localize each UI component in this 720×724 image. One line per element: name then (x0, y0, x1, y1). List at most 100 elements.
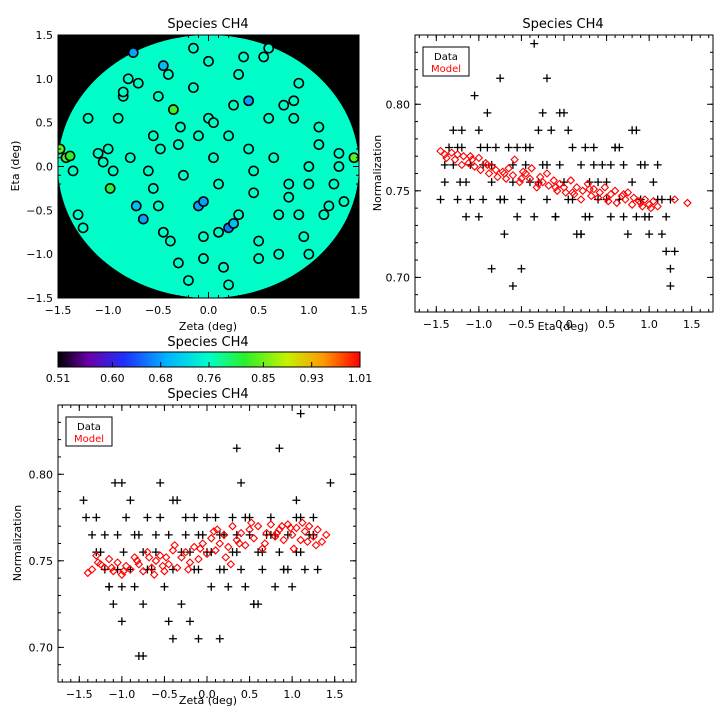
data-plus-marker (628, 178, 637, 187)
data-plus-marker (466, 195, 475, 204)
model-diamond-marker (232, 535, 242, 545)
data-plus-marker (113, 530, 122, 539)
data-plus-marker (585, 212, 594, 221)
measurement-circle (298, 231, 310, 243)
data-plus-marker (245, 530, 254, 539)
measurement-circle (288, 112, 300, 124)
model-diamond-marker (447, 148, 456, 158)
model-diamond-marker (185, 558, 195, 567)
measurement-circle (273, 209, 285, 221)
measurement-circle (198, 253, 209, 264)
measurement-circle (130, 200, 142, 212)
measurement-circle (203, 55, 214, 67)
colorbar-tick-label: 0.51 (46, 372, 71, 385)
eta-x-tick-label: 0.0 (555, 318, 573, 331)
model-diamond-marker (508, 170, 518, 180)
model-diamond-marker (636, 198, 645, 208)
data-plus-marker (457, 126, 466, 135)
model-diamond-marker (640, 195, 650, 204)
data-plus-marker (228, 548, 237, 557)
model-diamond-marker (683, 198, 692, 208)
measurement-circle (293, 77, 305, 89)
model-diamond-marker (534, 179, 543, 189)
zeta-x-tick-label: −0.5 (151, 688, 178, 701)
measurement-circle (198, 231, 209, 243)
model-diamond-marker (87, 565, 97, 574)
measurement-circle (303, 248, 315, 260)
data-plus-marker (449, 126, 458, 135)
model-diamond-marker (272, 528, 282, 538)
measurement-circle (238, 51, 250, 63)
measurement-circle (243, 143, 255, 155)
measurement-circle (188, 82, 199, 93)
model-diamond-marker (104, 554, 114, 564)
data-plus-marker (79, 496, 88, 505)
model-diamond-marker (296, 535, 305, 545)
measurement-circle (104, 183, 116, 194)
data-plus-marker (487, 178, 496, 187)
model-diamond-marker (453, 150, 462, 159)
eta-title: Species CH4 (522, 17, 603, 32)
model-diamond-marker (107, 563, 116, 573)
model-diamond-marker (170, 540, 179, 550)
measurement-circle (147, 183, 159, 194)
measurement-circle (172, 139, 184, 150)
measurement-circle (112, 112, 124, 124)
data-plus-marker (126, 496, 135, 505)
model-diamond-marker (266, 520, 276, 529)
model-diamond-marker (236, 528, 246, 538)
model-diamond-marker (286, 523, 295, 533)
model-diamond-marker (483, 160, 492, 170)
eta-x-tick-label: −1.0 (465, 318, 492, 331)
model-diamond-marker (287, 530, 297, 540)
data-plus-marker (462, 212, 471, 221)
data-plus-marker (296, 409, 305, 418)
model-diamond-marker (183, 565, 193, 574)
model-diamond-marker (578, 186, 588, 196)
model-diamond-marker (289, 544, 299, 553)
data-plus-marker (122, 513, 131, 522)
zeta-x-tick-label: 0.0 (198, 688, 216, 701)
measurement-circle (152, 90, 164, 102)
model-diamond-marker (629, 193, 639, 203)
data-plus-marker (521, 160, 530, 169)
model-diamond-marker (158, 561, 168, 571)
data-plus-marker (619, 160, 628, 169)
data-plus-marker (190, 513, 199, 522)
data-plus-marker (275, 548, 284, 557)
model-diamond-marker (593, 193, 603, 203)
model-diamond-marker (491, 165, 501, 175)
data-plus-marker (309, 513, 318, 522)
model-diamond-marker (149, 570, 159, 579)
data-plus-marker (117, 582, 126, 591)
data-plus-marker (462, 178, 471, 187)
zeta-x-tick-label: 1.5 (326, 688, 344, 701)
model-diamond-marker (113, 558, 122, 567)
model-diamond-marker (610, 186, 620, 196)
model-diamond-marker (487, 162, 496, 171)
model-diamond-marker (474, 153, 484, 163)
measurement-circle (167, 104, 179, 115)
data-plus-marker (440, 178, 449, 187)
model-diamond-marker (206, 534, 216, 543)
data-plus-marker (288, 582, 297, 591)
model-diamond-marker (600, 183, 610, 192)
model-diamond-marker (249, 534, 259, 543)
model-diamond-marker (569, 189, 579, 199)
model-diamond-marker (619, 189, 628, 199)
model-diamond-marker (221, 553, 231, 562)
data-plus-marker (220, 565, 229, 574)
data-plus-marker (143, 513, 152, 522)
data-plus-marker (513, 212, 522, 221)
model-diamond-marker (321, 530, 331, 540)
data-plus-marker (203, 513, 211, 522)
measurement-circle (58, 143, 66, 155)
eta-x-tick-label: 1.5 (683, 318, 701, 331)
model-diamond-marker (168, 546, 178, 555)
colorbar-panel: Species CH4 0.51 0.60 0.68 0.76 0.85 0.93 1.01 (46, 335, 373, 385)
model-diamond-marker (161, 553, 171, 562)
data-plus-marker (228, 513, 237, 522)
model-diamond-marker (476, 165, 485, 175)
measurement-circle (228, 218, 239, 229)
data-plus-marker (568, 143, 577, 152)
